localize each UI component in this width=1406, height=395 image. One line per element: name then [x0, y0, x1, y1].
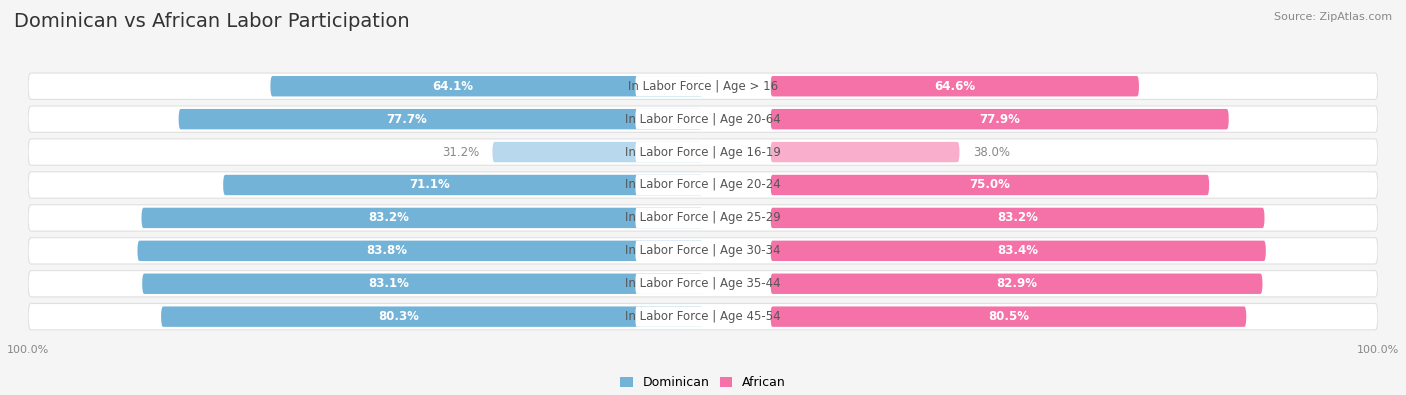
- Text: Source: ZipAtlas.com: Source: ZipAtlas.com: [1274, 12, 1392, 22]
- Legend: Dominican, African: Dominican, African: [616, 371, 790, 394]
- Text: 82.9%: 82.9%: [995, 277, 1038, 290]
- FancyBboxPatch shape: [770, 175, 1209, 195]
- Text: 71.1%: 71.1%: [409, 179, 450, 192]
- FancyBboxPatch shape: [770, 273, 1263, 294]
- Text: In Labor Force | Age 25-29: In Labor Force | Age 25-29: [626, 211, 780, 224]
- FancyBboxPatch shape: [636, 142, 770, 162]
- Text: 83.1%: 83.1%: [368, 277, 409, 290]
- Text: In Labor Force | Age 20-64: In Labor Force | Age 20-64: [626, 113, 780, 126]
- Text: 80.3%: 80.3%: [378, 310, 419, 323]
- FancyBboxPatch shape: [28, 303, 1378, 330]
- FancyBboxPatch shape: [179, 109, 703, 130]
- Text: In Labor Force | Age 45-54: In Labor Force | Age 45-54: [626, 310, 780, 323]
- Text: 77.9%: 77.9%: [979, 113, 1019, 126]
- FancyBboxPatch shape: [636, 273, 770, 294]
- FancyBboxPatch shape: [770, 109, 1229, 130]
- Text: 64.1%: 64.1%: [433, 80, 474, 93]
- FancyBboxPatch shape: [142, 208, 703, 228]
- Text: 75.0%: 75.0%: [969, 179, 1011, 192]
- Text: 64.6%: 64.6%: [934, 80, 976, 93]
- FancyBboxPatch shape: [28, 172, 1378, 198]
- FancyBboxPatch shape: [138, 241, 703, 261]
- FancyBboxPatch shape: [636, 175, 770, 195]
- FancyBboxPatch shape: [636, 307, 770, 327]
- FancyBboxPatch shape: [770, 307, 1246, 327]
- FancyBboxPatch shape: [770, 241, 1265, 261]
- FancyBboxPatch shape: [224, 175, 703, 195]
- FancyBboxPatch shape: [492, 142, 703, 162]
- Text: 38.0%: 38.0%: [973, 146, 1010, 158]
- FancyBboxPatch shape: [28, 106, 1378, 132]
- Text: 83.2%: 83.2%: [997, 211, 1038, 224]
- FancyBboxPatch shape: [28, 271, 1378, 297]
- Text: 31.2%: 31.2%: [441, 146, 479, 158]
- Text: In Labor Force | Age 16-19: In Labor Force | Age 16-19: [626, 146, 780, 158]
- FancyBboxPatch shape: [636, 76, 770, 96]
- FancyBboxPatch shape: [28, 73, 1378, 100]
- Text: In Labor Force | Age 20-24: In Labor Force | Age 20-24: [626, 179, 780, 192]
- FancyBboxPatch shape: [770, 76, 1139, 96]
- Text: In Labor Force | Age 35-44: In Labor Force | Age 35-44: [626, 277, 780, 290]
- Text: 77.7%: 77.7%: [387, 113, 427, 126]
- FancyBboxPatch shape: [636, 208, 770, 228]
- FancyBboxPatch shape: [636, 241, 770, 261]
- FancyBboxPatch shape: [142, 273, 703, 294]
- FancyBboxPatch shape: [270, 76, 703, 96]
- FancyBboxPatch shape: [636, 109, 770, 130]
- Text: 83.2%: 83.2%: [368, 211, 409, 224]
- Text: In Labor Force | Age > 16: In Labor Force | Age > 16: [628, 80, 778, 93]
- FancyBboxPatch shape: [162, 307, 703, 327]
- FancyBboxPatch shape: [28, 238, 1378, 264]
- Text: Dominican vs African Labor Participation: Dominican vs African Labor Participation: [14, 12, 409, 31]
- Text: 80.5%: 80.5%: [988, 310, 1029, 323]
- Text: 83.8%: 83.8%: [366, 245, 406, 257]
- Text: 83.4%: 83.4%: [998, 245, 1039, 257]
- FancyBboxPatch shape: [770, 208, 1264, 228]
- FancyBboxPatch shape: [770, 142, 959, 162]
- Text: In Labor Force | Age 30-34: In Labor Force | Age 30-34: [626, 245, 780, 257]
- FancyBboxPatch shape: [28, 205, 1378, 231]
- FancyBboxPatch shape: [28, 139, 1378, 165]
